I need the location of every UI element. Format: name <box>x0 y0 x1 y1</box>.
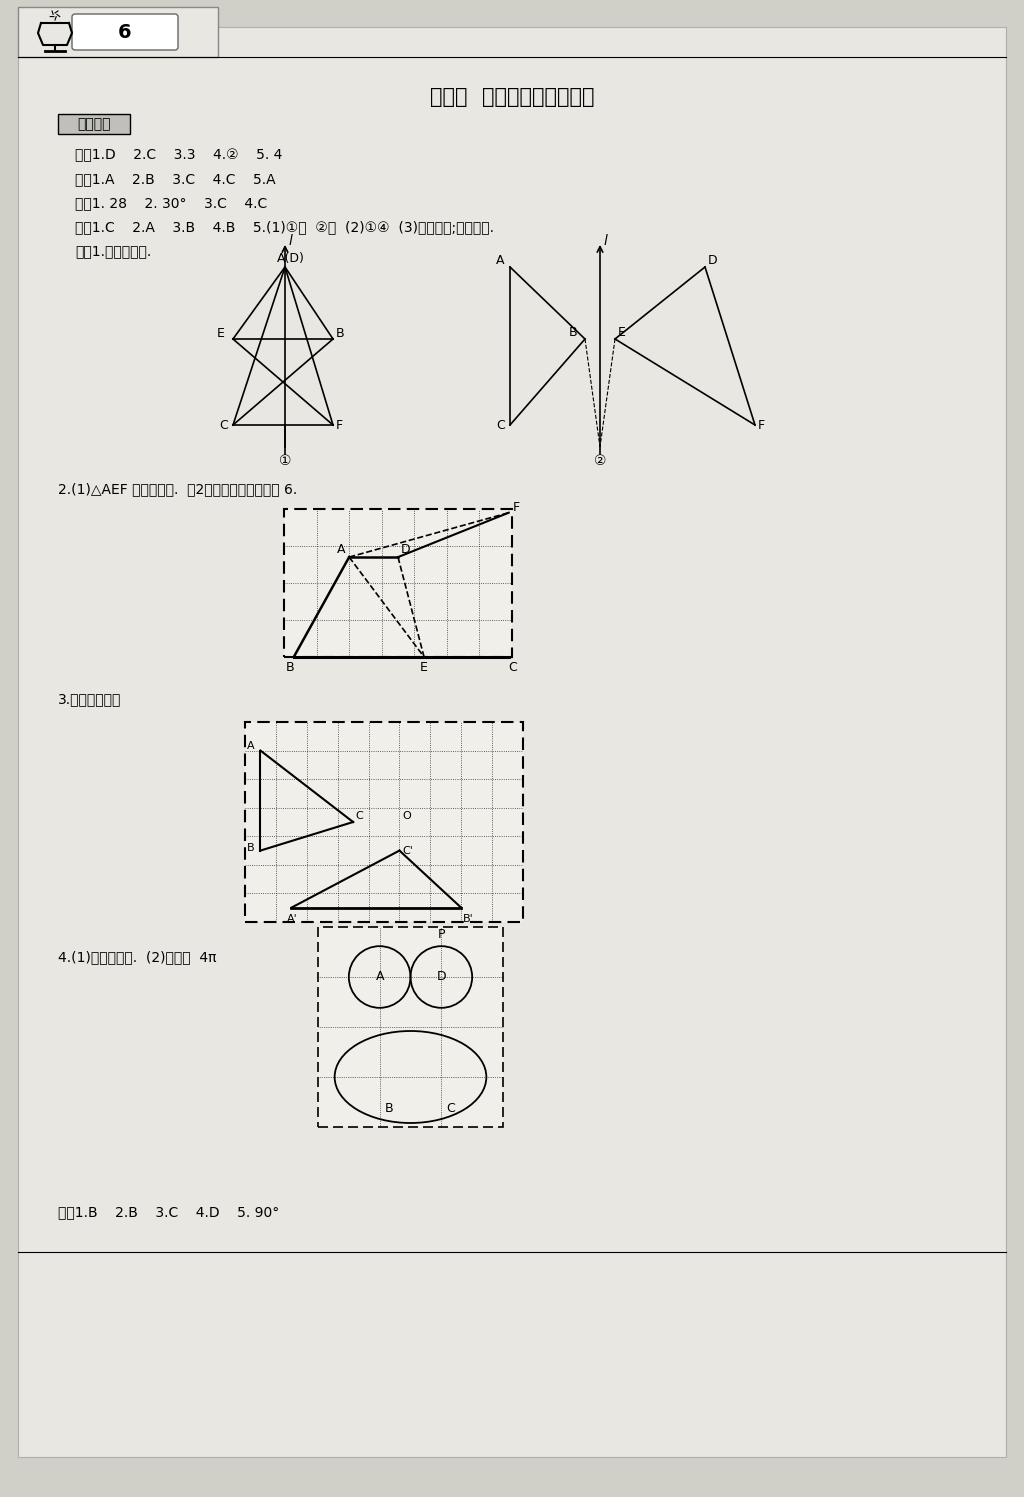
Text: B: B <box>336 326 345 340</box>
Text: A: A <box>337 543 346 555</box>
Text: 一、1.D    2.C    3.3    4.②    5. 4: 一、1.D 2.C 3.3 4.② 5. 4 <box>75 148 283 162</box>
Text: D: D <box>401 543 411 555</box>
Text: E: E <box>420 662 428 674</box>
Bar <box>318 927 503 1127</box>
Text: C: C <box>219 419 227 433</box>
Text: C: C <box>496 419 505 433</box>
Text: B: B <box>569 326 578 338</box>
Text: O: O <box>402 811 412 820</box>
Text: F: F <box>336 419 343 433</box>
Text: B: B <box>286 662 294 674</box>
Text: 3.如下图所示；: 3.如下图所示； <box>58 692 122 707</box>
Text: C: C <box>508 662 517 674</box>
Text: F: F <box>513 500 520 513</box>
FancyBboxPatch shape <box>18 7 218 57</box>
Text: 五、1.如下图所示.: 五、1.如下图所示. <box>75 244 152 257</box>
Text: B': B' <box>463 913 474 924</box>
Text: A: A <box>376 970 384 984</box>
Text: A: A <box>496 254 505 266</box>
Text: 第十章  轴对称、平移与旋转: 第十章 轴对称、平移与旋转 <box>430 87 594 106</box>
Text: A': A' <box>288 913 298 924</box>
Text: C: C <box>355 811 362 820</box>
Text: D: D <box>436 970 446 984</box>
Text: E: E <box>217 326 225 340</box>
Bar <box>58 114 130 135</box>
Text: 四、1.C    2.A    3.B    4.B    5.(1)①对  ②对  (2)①④  (3)正五边形;正十边形.: 四、1.C 2.A 3.B 4.B 5.(1)①对 ②对 (2)①④ (3)正五… <box>75 220 494 234</box>
Text: C: C <box>446 1102 455 1115</box>
Text: 6: 6 <box>118 22 132 42</box>
Text: ①: ① <box>279 454 291 469</box>
Text: 要点复习: 要点复习 <box>77 117 111 132</box>
Text: P: P <box>437 928 445 942</box>
Bar <box>284 509 512 657</box>
Text: ②: ② <box>594 454 606 469</box>
Text: A: A <box>247 741 254 750</box>
Text: B: B <box>385 1102 393 1115</box>
Text: E: E <box>618 326 626 338</box>
Text: 三、1. 28    2. 30°    3.C    4.C: 三、1. 28 2. 30° 3.C 4.C <box>75 196 267 210</box>
Text: A(D): A(D) <box>278 251 305 265</box>
Text: F: F <box>758 419 765 433</box>
Text: C': C' <box>402 846 414 856</box>
Text: D: D <box>708 254 718 266</box>
Text: l: l <box>289 234 293 249</box>
Text: 六、1.B    2.B    3.C    4.D    5. 90°: 六、1.B 2.B 3.C 4.D 5. 90° <box>58 1205 280 1219</box>
Text: 2.(1)△AEF 如下图所示.  （2）重叠部分的面积为 6.: 2.(1)△AEF 如下图所示. （2）重叠部分的面积为 6. <box>58 482 297 496</box>
Text: 4.(1)如下图所示.  (2)轴对称  4π: 4.(1)如下图所示. (2)轴对称 4π <box>58 951 216 964</box>
Text: 二、1.A    2.B    3.C    4.C    5.A: 二、1.A 2.B 3.C 4.C 5.A <box>75 172 275 186</box>
Text: l: l <box>604 234 608 249</box>
Bar <box>245 722 523 922</box>
Text: B: B <box>247 843 254 853</box>
FancyBboxPatch shape <box>72 13 178 49</box>
